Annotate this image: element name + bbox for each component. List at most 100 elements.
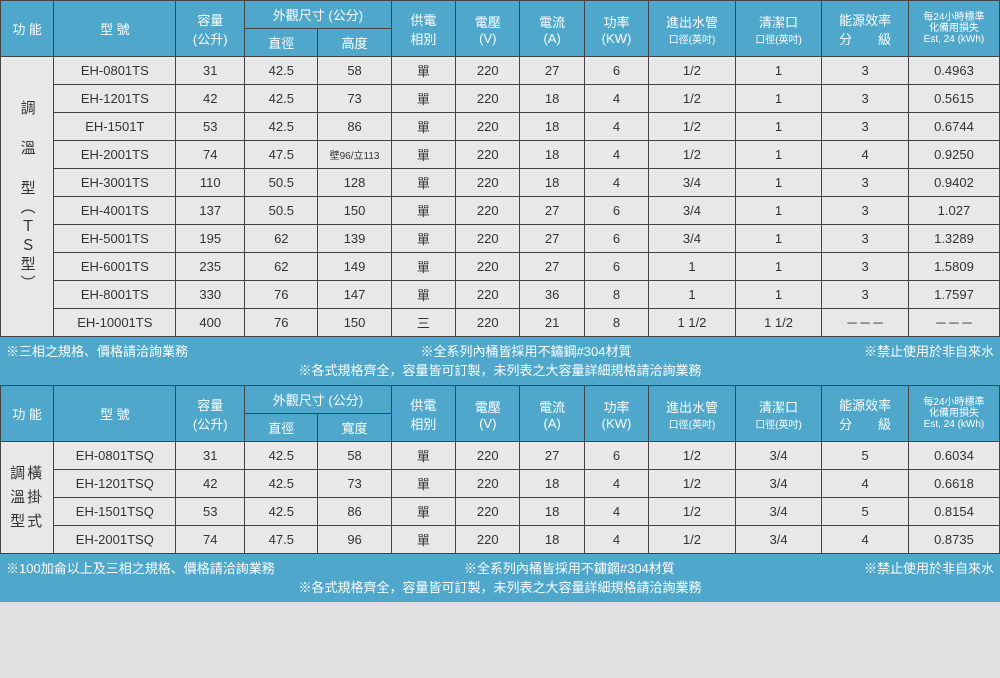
note: ※三相之規格、價格請洽詢業務 bbox=[6, 341, 188, 360]
cell-kw: 4 bbox=[584, 85, 648, 113]
cell-cap: 110 bbox=[176, 169, 245, 197]
cell-w: 86 bbox=[318, 498, 391, 526]
cell-clean: 1 bbox=[735, 141, 822, 169]
cell-loss: 1.3289 bbox=[908, 225, 999, 253]
cell-pipe: 1/2 bbox=[649, 141, 736, 169]
cell-v: 220 bbox=[456, 141, 520, 169]
cell-v: 220 bbox=[456, 169, 520, 197]
table-row: EH-2001TS7447.5壁96/立113單2201841/2140.925… bbox=[1, 141, 1000, 169]
cell-phase: 單 bbox=[391, 197, 455, 225]
cell-loss: 1.7597 bbox=[908, 281, 999, 309]
note: ※100加侖以上及三相之規格、價格請洽詢業務 bbox=[6, 558, 275, 577]
cell-dia: 42.5 bbox=[245, 113, 318, 141]
cell-dia: 76 bbox=[245, 309, 318, 337]
hdr-clean: 清潔口口徑(英吋) bbox=[735, 386, 822, 442]
cell-v: 220 bbox=[456, 309, 520, 337]
cell-loss: 0.9250 bbox=[908, 141, 999, 169]
cell-a: 36 bbox=[520, 281, 584, 309]
cell-pipe: 1/2 bbox=[649, 442, 736, 470]
hdr-power: 功率(KW) bbox=[584, 386, 648, 442]
table-row: EH-2001TSQ7447.596單2201841/23/440.8735 bbox=[1, 526, 1000, 554]
cell-cap: 195 bbox=[176, 225, 245, 253]
cell-eff: 3 bbox=[822, 281, 909, 309]
cell-kw: 8 bbox=[584, 281, 648, 309]
cell-loss: 0.8154 bbox=[908, 498, 999, 526]
cell-clean: 1 bbox=[735, 85, 822, 113]
hdr-voltage: 電壓(V) bbox=[456, 386, 520, 442]
cell-model: EH-1201TS bbox=[54, 85, 176, 113]
cell-kw: 6 bbox=[584, 57, 648, 85]
table-row: EH-5001TS19562139單2202763/4131.3289 bbox=[1, 225, 1000, 253]
hdr-phase: 供電相別 bbox=[391, 386, 455, 442]
cell-h: 149 bbox=[318, 253, 391, 281]
note: ※各式規格齊全，容量皆可訂製，未列表之大容量詳細規格請洽詢業務 bbox=[6, 360, 994, 379]
cell-phase: 單 bbox=[391, 225, 455, 253]
cell-loss: 0.4963 bbox=[908, 57, 999, 85]
cell-h: 壁96/立113 bbox=[318, 141, 391, 169]
cell-phase: 單 bbox=[391, 470, 455, 498]
cell-clean: 1 bbox=[735, 57, 822, 85]
cell-eff: 3 bbox=[822, 169, 909, 197]
cell-eff: 3 bbox=[822, 197, 909, 225]
cell-model: EH-0801TSQ bbox=[54, 442, 176, 470]
cell-dia: 50.5 bbox=[245, 197, 318, 225]
cell-model: EH-1201TSQ bbox=[54, 470, 176, 498]
cell-loss: 0.6744 bbox=[908, 113, 999, 141]
cell-cap: 400 bbox=[176, 309, 245, 337]
hdr-width: 寬度 bbox=[318, 414, 391, 442]
hdr-model: 型 號 bbox=[54, 1, 176, 57]
table-row: EH-6001TS23562149單2202761131.5809 bbox=[1, 253, 1000, 281]
hdr-current: 電流(A) bbox=[520, 386, 584, 442]
cell-clean: 1 bbox=[735, 113, 822, 141]
cell-kw: 4 bbox=[584, 470, 648, 498]
spec-table-2: 功 能 型 號 容量(公升) 外觀尺寸 (公分) 供電相別 電壓(V) 電流(A… bbox=[0, 385, 1000, 554]
cell-v: 220 bbox=[456, 113, 520, 141]
cell-h: 73 bbox=[318, 85, 391, 113]
hdr-dimensions: 外觀尺寸 (公分) bbox=[245, 1, 392, 29]
table-row: EH-10001TS40076150三2202181 1/21 1/2－－－－－… bbox=[1, 309, 1000, 337]
table2-notes: ※100加侖以上及三相之規格、價格請洽詢業務 ※全系列內桶皆採用不鏽鋼#304材… bbox=[0, 554, 1000, 602]
cell-model: EH-4001TS bbox=[54, 197, 176, 225]
cell-v: 220 bbox=[456, 225, 520, 253]
hdr-clean: 清潔口口徑(英吋) bbox=[735, 1, 822, 57]
cell-h: 147 bbox=[318, 281, 391, 309]
cell-model: EH-1501T bbox=[54, 113, 176, 141]
table-row: EH-1201TSQ4242.573單2201841/23/440.6618 bbox=[1, 470, 1000, 498]
cell-dia: 42.5 bbox=[245, 85, 318, 113]
table1-head: 功 能 型 號 容量(公升) 外觀尺寸 (公分) 供電相別 電壓(V) 電流(A… bbox=[1, 1, 1000, 57]
cell-v: 220 bbox=[456, 85, 520, 113]
cell-eff: －－－ bbox=[822, 309, 909, 337]
cell-h: 139 bbox=[318, 225, 391, 253]
cell-clean: 3/4 bbox=[735, 442, 822, 470]
cell-v: 220 bbox=[456, 57, 520, 85]
cell-eff: 5 bbox=[822, 498, 909, 526]
cell-pipe: 3/4 bbox=[649, 169, 736, 197]
cell-a: 18 bbox=[520, 113, 584, 141]
hdr-voltage: 電壓(V) bbox=[456, 1, 520, 57]
hdr-phase: 供電相別 bbox=[391, 1, 455, 57]
cell-dia: 42.5 bbox=[245, 442, 318, 470]
cell-clean: 1 bbox=[735, 169, 822, 197]
cell-pipe: 1 bbox=[649, 253, 736, 281]
cell-kw: 6 bbox=[584, 253, 648, 281]
cell-cap: 53 bbox=[176, 113, 245, 141]
note: ※禁止使用於非自來水 bbox=[864, 558, 994, 577]
cell-kw: 8 bbox=[584, 309, 648, 337]
hdr-efficiency: 能源效率分 級 bbox=[822, 386, 909, 442]
cell-model: EH-6001TS bbox=[54, 253, 176, 281]
cell-v: 220 bbox=[456, 442, 520, 470]
cell-kw: 4 bbox=[584, 141, 648, 169]
cell-loss: 0.6034 bbox=[908, 442, 999, 470]
cell-v: 220 bbox=[456, 498, 520, 526]
cell-loss: 0.8735 bbox=[908, 526, 999, 554]
table1-body: 調 溫 型（ＴＳ型）EH-0801TS3142.558單2202761/2130… bbox=[1, 57, 1000, 337]
cell-loss: 1.027 bbox=[908, 197, 999, 225]
category-label: 調橫溫掛型式 bbox=[1, 442, 54, 554]
hdr-model: 型 號 bbox=[54, 386, 176, 442]
cell-phase: 三 bbox=[391, 309, 455, 337]
spec-table-1: 功 能 型 號 容量(公升) 外觀尺寸 (公分) 供電相別 電壓(V) 電流(A… bbox=[0, 0, 1000, 337]
cell-a: 27 bbox=[520, 57, 584, 85]
cell-dia: 42.5 bbox=[245, 498, 318, 526]
cell-phase: 單 bbox=[391, 141, 455, 169]
cell-a: 18 bbox=[520, 498, 584, 526]
